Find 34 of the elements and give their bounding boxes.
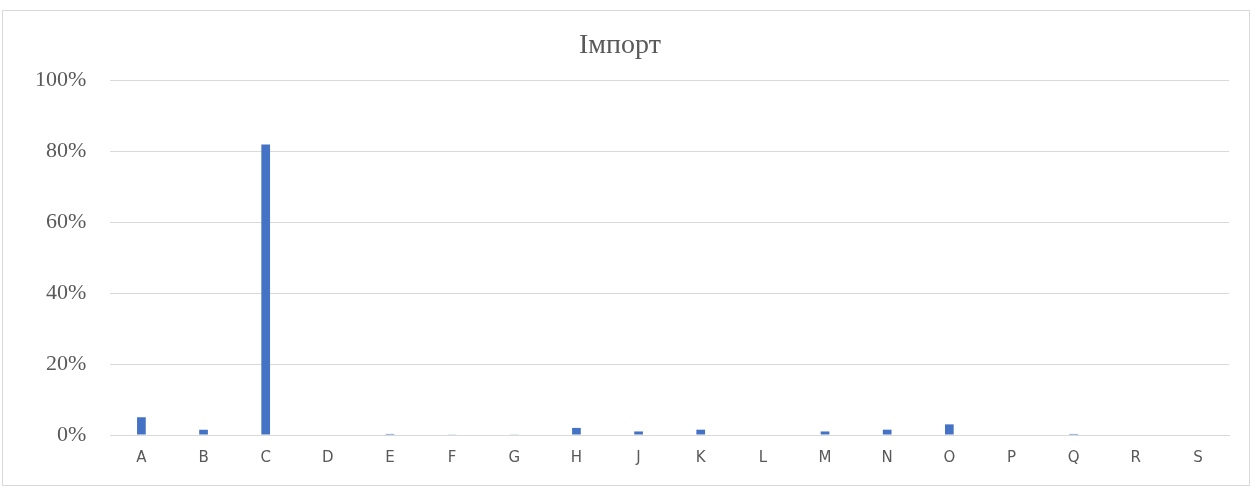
x-tick-label: E xyxy=(385,447,395,466)
x-tick-label: L xyxy=(758,447,768,466)
x-tick-label: Q xyxy=(1067,447,1080,466)
x-tick-label: C xyxy=(260,447,271,466)
bar xyxy=(882,429,892,435)
x-tick-label: S xyxy=(1193,447,1203,466)
x-tick-label: O xyxy=(943,447,956,466)
y-tick-label: 60% xyxy=(46,208,87,234)
y-tick-label: 100% xyxy=(35,66,87,92)
bar xyxy=(944,424,954,435)
x-tick-label: R xyxy=(1130,447,1141,466)
x-tick-label: M xyxy=(818,447,832,466)
x-tick-label: J xyxy=(635,447,641,466)
x-tick-label: F xyxy=(447,447,457,466)
bar xyxy=(634,431,643,435)
bar xyxy=(137,417,146,435)
x-tick-label: G xyxy=(508,447,521,466)
y-tick-label: 80% xyxy=(46,137,87,163)
x-tick-label: B xyxy=(198,447,209,466)
bar xyxy=(820,431,830,435)
y-tick-label: 20% xyxy=(46,349,87,375)
y-tick-label: 0% xyxy=(57,420,87,446)
x-tick-label: K xyxy=(695,447,707,466)
chart-title: Імпорт xyxy=(579,28,661,60)
x-tick-label: P xyxy=(1006,447,1016,466)
x-tick-label: A xyxy=(136,447,148,466)
bar xyxy=(199,429,208,435)
x-tick-label: H xyxy=(570,447,583,466)
y-tick-label: 40% xyxy=(46,279,87,305)
bar xyxy=(572,427,581,435)
x-tick-label: D xyxy=(322,447,334,466)
x-tick-label: N xyxy=(881,447,893,466)
bar xyxy=(261,144,271,435)
bar xyxy=(696,429,706,435)
